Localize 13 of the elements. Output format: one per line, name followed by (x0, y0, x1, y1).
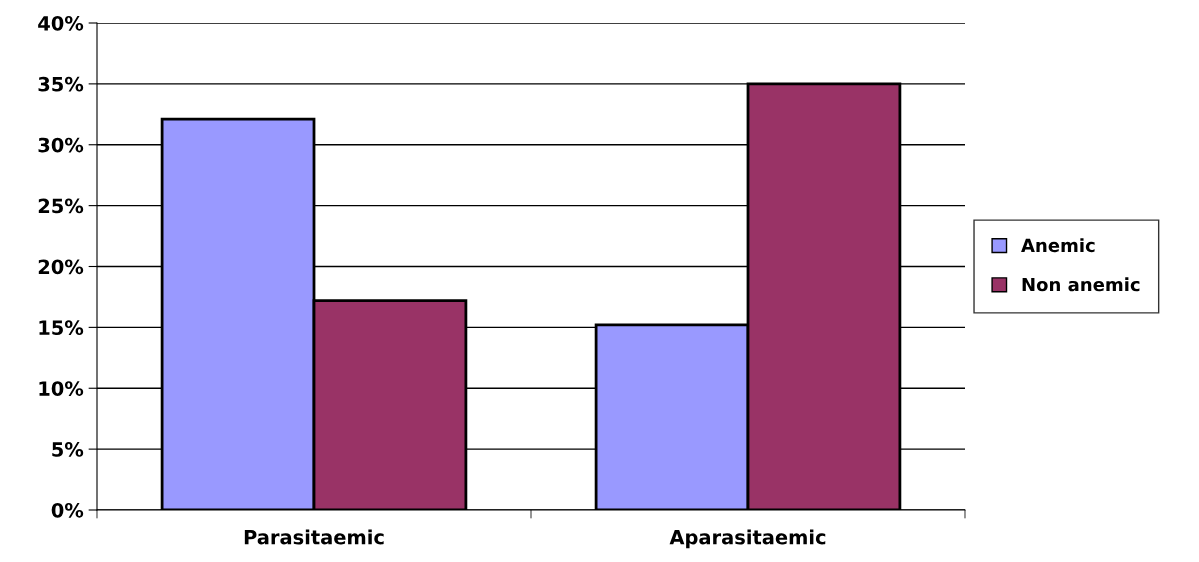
y-tick-label: 0% (51, 502, 84, 518)
x-tick-label: Parasitaemic (244, 529, 384, 545)
y-tick-label: 15% (39, 320, 84, 336)
y-tick-label: 20% (38, 259, 84, 275)
y-tick-label: 35% (38, 76, 84, 92)
y-tick-label: 30% (38, 137, 84, 153)
y-tick-label: 10% (39, 381, 84, 396)
x-tick-label: Aparasitaemic (669, 529, 826, 549)
y-tick-label: 5% (52, 442, 84, 457)
y-tick-label: 40% (38, 15, 84, 31)
legend-label: Non anemic (1022, 277, 1140, 292)
y-tick-label: 25% (38, 198, 84, 214)
legend-label: Anemic (1021, 238, 1095, 253)
